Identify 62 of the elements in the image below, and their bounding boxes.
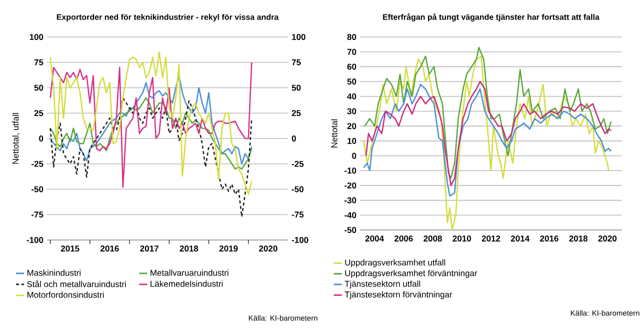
x-tick-label: 2018 xyxy=(180,246,198,252)
y-tick-label: 80 xyxy=(347,34,356,40)
y-axis-title: Nettotal, utfall xyxy=(12,113,20,164)
y-tick-label: -50 xyxy=(32,186,44,192)
y-tick-label: 70 xyxy=(347,48,356,55)
x-tick-label: 2010 xyxy=(452,236,471,242)
x-tick-label: 2019 xyxy=(219,246,238,252)
legend-label: Maskinindustri xyxy=(27,270,81,276)
legend-label: Metallvaruaruindustri xyxy=(150,270,228,276)
legend-label: Motorfordonsindustri xyxy=(27,292,104,298)
y2-tick-label: -100 xyxy=(292,236,308,243)
y-tick-label: -50 xyxy=(344,226,356,233)
y-tick-label: 0 xyxy=(39,135,44,142)
y-tick-label: -20 xyxy=(344,182,356,188)
x-tick-label: 2016 xyxy=(100,246,119,252)
y2-tick-label: 25 xyxy=(292,110,301,116)
y-tick-label: -30 xyxy=(344,197,356,204)
y-tick-label: 75 xyxy=(34,59,44,66)
y-tick-label: 100 xyxy=(30,34,44,40)
x-tick-label: 2020 xyxy=(598,236,617,242)
x-tick-label: 2020 xyxy=(259,246,278,252)
x-tick-label: 2017 xyxy=(140,246,158,252)
legend-label: Stål och metallvaruindustri xyxy=(27,280,126,288)
legend-label: Uppdragsverksamhet förväntningar xyxy=(345,270,478,278)
y-axis-title: Nettotal xyxy=(331,119,338,148)
y-tick-label: 25 xyxy=(34,110,44,116)
chart-title: Efterfrågan på tungt vägande tjänster har fortsatt att falla xyxy=(383,13,600,22)
y2-tick-label: 0 xyxy=(292,135,296,142)
x-tick-label: 2016 xyxy=(540,236,558,242)
legend-label: Tjänstesektorn utfall xyxy=(344,280,420,289)
y-tick-label: -100 xyxy=(26,236,44,243)
x-tick-label: 2006 xyxy=(394,236,413,242)
legend-label: Uppdragsverksamhet utfall xyxy=(345,259,446,268)
x-tick-label: 2015 xyxy=(60,246,80,252)
x-tick-label: 2008 xyxy=(424,236,442,242)
y-tick-label: -75 xyxy=(32,212,44,218)
y-tick-label: -40 xyxy=(344,212,356,218)
chart-title: Exportorder ned för teknikindustrier - rekyl för vissa andra xyxy=(56,14,279,22)
x-tick-label: 2014 xyxy=(510,236,530,242)
y2-tick-label: -25 xyxy=(292,160,304,167)
y-tick-label: 60 xyxy=(347,64,356,70)
y-tick-label: -25 xyxy=(32,160,44,167)
x-tick-label: 2004 xyxy=(365,236,384,242)
x-tick-label: 2012 xyxy=(482,236,500,242)
y-tick-label: 0 xyxy=(352,152,356,159)
y-tick-label: 50 xyxy=(347,78,356,85)
y-tick-label: 10 xyxy=(348,138,356,144)
y2-tick-label: 75 xyxy=(292,59,301,66)
y-tick-label: 50 xyxy=(34,84,44,91)
y2-tick-label: 100 xyxy=(292,34,306,40)
y2-tick-label: -50 xyxy=(292,186,304,192)
y-tick-label: -10 xyxy=(344,168,356,174)
line-series xyxy=(50,97,252,170)
legend-label: Tjänstesektorn förväntningar xyxy=(344,291,452,300)
y-tick-label: 30 xyxy=(347,108,356,114)
line-series xyxy=(364,46,612,179)
y2-tick-label: -75 xyxy=(292,212,304,218)
y2-tick-label: 50 xyxy=(292,84,301,91)
x-tick-label: 2018 xyxy=(569,236,588,242)
y-tick-label: 20 xyxy=(347,123,356,130)
y-tick-label: 40 xyxy=(347,93,356,100)
legend-label: Läkemedelsindustri xyxy=(150,280,223,287)
